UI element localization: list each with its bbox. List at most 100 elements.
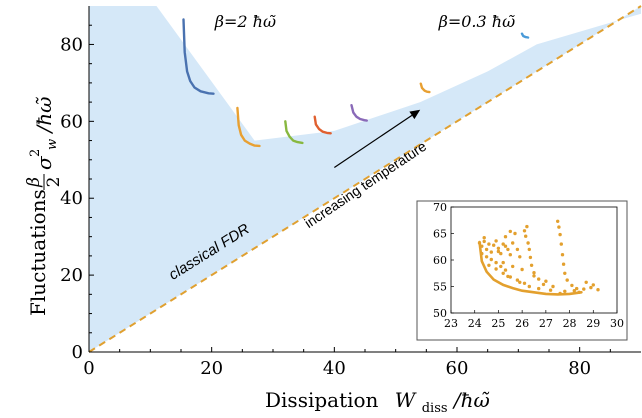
main-ticks: 0 20 40 60 80 0 20 40 60 80 [60, 24, 611, 379]
inset-point [522, 229, 527, 233]
inset-point [492, 243, 496, 247]
y-axis-label-fraction-denominator: 2 [44, 177, 64, 188]
x-axis-label: Dissipation W diss /ħω̃ [265, 388, 490, 417]
inset-point [477, 241, 482, 245]
inset-point [528, 255, 533, 260]
series-curve-5 [350, 104, 368, 122]
y-axis-label-unit: /ħω̃ [32, 97, 56, 135]
inset-point [561, 262, 566, 266]
arrow-head [409, 109, 421, 120]
inset-point [508, 253, 512, 257]
y-tick-label: 60 [60, 111, 83, 132]
inset-point [526, 241, 530, 245]
y-tick-label: 40 [60, 188, 83, 209]
inset-ticks: 23 24 25 26 27 28 29 30 50 55 60 65 70 [433, 201, 624, 330]
inset-point [532, 274, 536, 278]
y-axis-label-fraction-numerator: β [24, 177, 44, 188]
inset-point [494, 239, 498, 243]
inset-point [518, 280, 522, 284]
x-axis-label-unit: /ħω̃ [452, 388, 490, 412]
classical-fdr-line [88, 5, 642, 353]
inset-point [518, 255, 522, 259]
temperature-arrow [333, 109, 421, 168]
inset-point [591, 283, 595, 287]
inset-point [506, 247, 510, 252]
inset-point [589, 285, 593, 290]
inset-x-tick-label: 24 [468, 317, 482, 330]
inset-point [522, 281, 527, 285]
inset-point [496, 249, 501, 254]
inset-point [572, 289, 576, 293]
inset-point [532, 271, 536, 275]
inset-y-tick-label: 65 [433, 228, 447, 241]
inset-point [556, 219, 560, 223]
series-layer [182, 18, 530, 148]
svg-text:σ w /ħω̃: σ w /ħω̃ [32, 97, 61, 170]
series-curve-3 [284, 120, 304, 145]
inset-point [499, 264, 503, 269]
inset-point [480, 244, 484, 248]
inset-point [559, 242, 563, 246]
series-curve-2 [236, 106, 261, 148]
x-axis-label-main: Dissipation [265, 388, 379, 412]
inset-point [551, 284, 555, 289]
inset-x-tick-label: 25 [491, 317, 505, 330]
inset-point [503, 244, 508, 248]
inset-points [477, 219, 600, 296]
x-tick-label: 20 [200, 358, 223, 379]
series-curve-1 [182, 18, 215, 95]
inset-plot: 23 24 25 26 27 28 29 30 50 55 60 65 70 [416, 200, 628, 341]
inset-point [515, 247, 520, 252]
arrow-shaft [333, 114, 413, 168]
inset-point [480, 251, 484, 256]
inset-point [577, 290, 581, 294]
inset-point [501, 260, 505, 265]
inset-point [544, 279, 548, 283]
inset-point [557, 225, 561, 229]
inset-point [584, 280, 588, 284]
series-curve-4 [313, 115, 332, 135]
inset-point [527, 247, 531, 252]
x-tick-label: 0 [83, 358, 94, 379]
svg-text:Fluctuations: Fluctuations [26, 189, 50, 316]
inset-x-tick-label: 27 [539, 317, 553, 330]
inset-point [541, 282, 546, 287]
inset-point [560, 253, 565, 257]
y-axis-label-main: Fluctuations [26, 189, 50, 316]
inset-point [525, 224, 529, 229]
inset-point [503, 268, 508, 272]
inset-point [482, 236, 486, 240]
inset-point [511, 264, 515, 269]
y-tick-label: 80 [60, 34, 83, 55]
x-axis-label-symbol: W [395, 388, 417, 412]
inset-point [527, 284, 531, 289]
inset-point [506, 274, 510, 279]
inset-point [565, 278, 569, 282]
inset-x-tick-label: 29 [586, 317, 600, 330]
inset-y-tick-label: 70 [433, 201, 447, 214]
inset-y-tick-label: 60 [433, 254, 447, 267]
x-tick-label: 80 [568, 358, 591, 379]
beta-left-label: β=2 ħω̃ [214, 12, 276, 31]
inset-point [499, 251, 503, 256]
inset-point [489, 250, 493, 254]
y-axis-label-sub: w [45, 139, 60, 150]
inset-point [503, 235, 508, 239]
x-axis-label-sub: diss [422, 401, 448, 416]
inset-point [487, 242, 491, 246]
inset-point [520, 267, 524, 272]
y-axis-label-symbol: σ [32, 155, 56, 170]
inset-point [501, 242, 505, 246]
inset-point [537, 277, 541, 281]
series-curve-7 [520, 32, 530, 39]
inset-point [558, 232, 562, 237]
inset-x-tick-label: 28 [563, 317, 577, 330]
inset-x-tick-label: 23 [444, 317, 458, 330]
y-tick-label: 0 [72, 342, 83, 363]
inset-point [484, 247, 489, 252]
inset-point [537, 286, 541, 291]
inset-point [511, 241, 515, 245]
inset-point [494, 260, 498, 265]
inset-point [487, 263, 491, 267]
